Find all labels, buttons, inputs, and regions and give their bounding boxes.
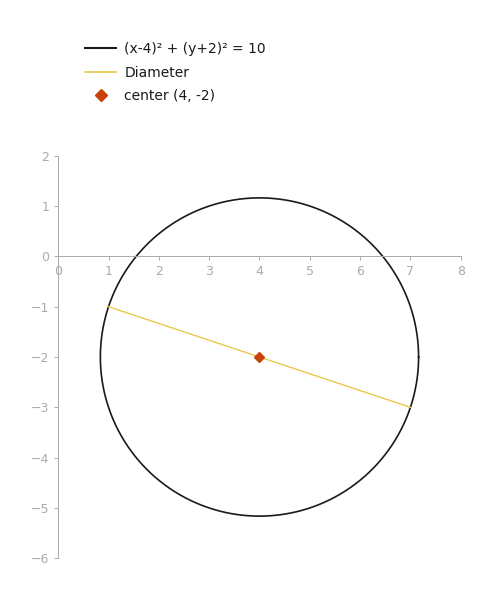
Legend: (x-4)² + (y+2)² = 10, Diameter, center (4, -2): (x-4)² + (y+2)² = 10, Diameter, center (…: [85, 42, 265, 104]
